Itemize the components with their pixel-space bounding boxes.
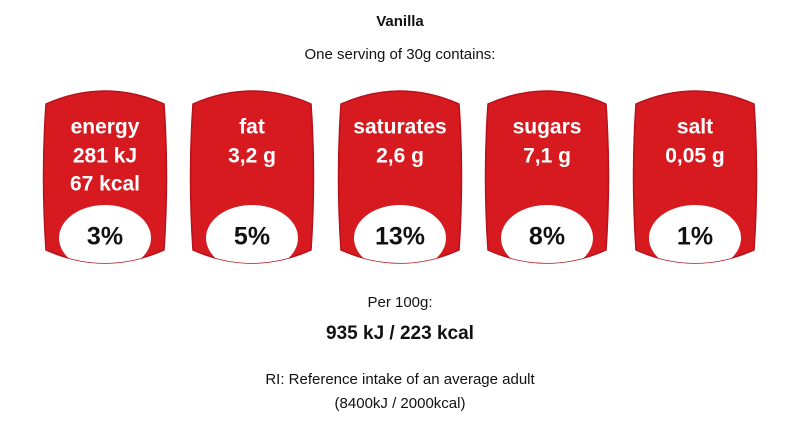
ri-ellipse (649, 205, 741, 263)
ri-percent: 5% (234, 223, 270, 251)
title: Vanilla (376, 13, 424, 30)
per100-value: 935 kJ / 223 kcal (326, 323, 474, 344)
nutrient-amount: 3,2 g (228, 145, 276, 168)
nutrient-name: fat (239, 116, 265, 139)
nutrient-badge: sugars 7,1 g 8% (484, 90, 610, 264)
ri-note: (8400kJ / 2000kcal) (335, 395, 466, 412)
nutrient-amount: 281 kJ (73, 145, 137, 168)
nutrient-badge: saturates 2,6 g 13% (337, 90, 463, 264)
nutrient-name: energy (71, 116, 140, 139)
nutrient-name: sugars (513, 116, 582, 139)
ri-ellipse (206, 205, 298, 263)
nutrient-badge: salt 0,05 g 1% (632, 90, 758, 264)
ri-percent: 1% (677, 223, 713, 251)
nutrient-name: salt (677, 116, 713, 139)
subtitle: One serving of 30g contains: (305, 46, 496, 63)
per100-label: Per 100g: (367, 294, 432, 311)
ri-ellipse (59, 205, 151, 263)
nutrient-amount: 2,6 g (376, 145, 424, 168)
ri-percent: 13% (375, 223, 425, 251)
nutrient-name: saturates (353, 116, 446, 139)
nutrient-badge: fat 3,2 g 5% (189, 90, 315, 264)
ri-ellipse (501, 205, 593, 263)
nutrient-amount: 67 kcal (70, 173, 140, 196)
ri-percent: 3% (87, 223, 123, 251)
ri-percent: 8% (529, 223, 565, 251)
ri-note: RI: Reference intake of an average adult (265, 371, 535, 388)
ri-ellipse (354, 205, 446, 263)
nutrient-amount: 0,05 g (665, 145, 725, 168)
nutrient-badge: energy 281 kJ 67 kcal 3% (42, 90, 168, 264)
nutrient-amount: 7,1 g (523, 145, 571, 168)
